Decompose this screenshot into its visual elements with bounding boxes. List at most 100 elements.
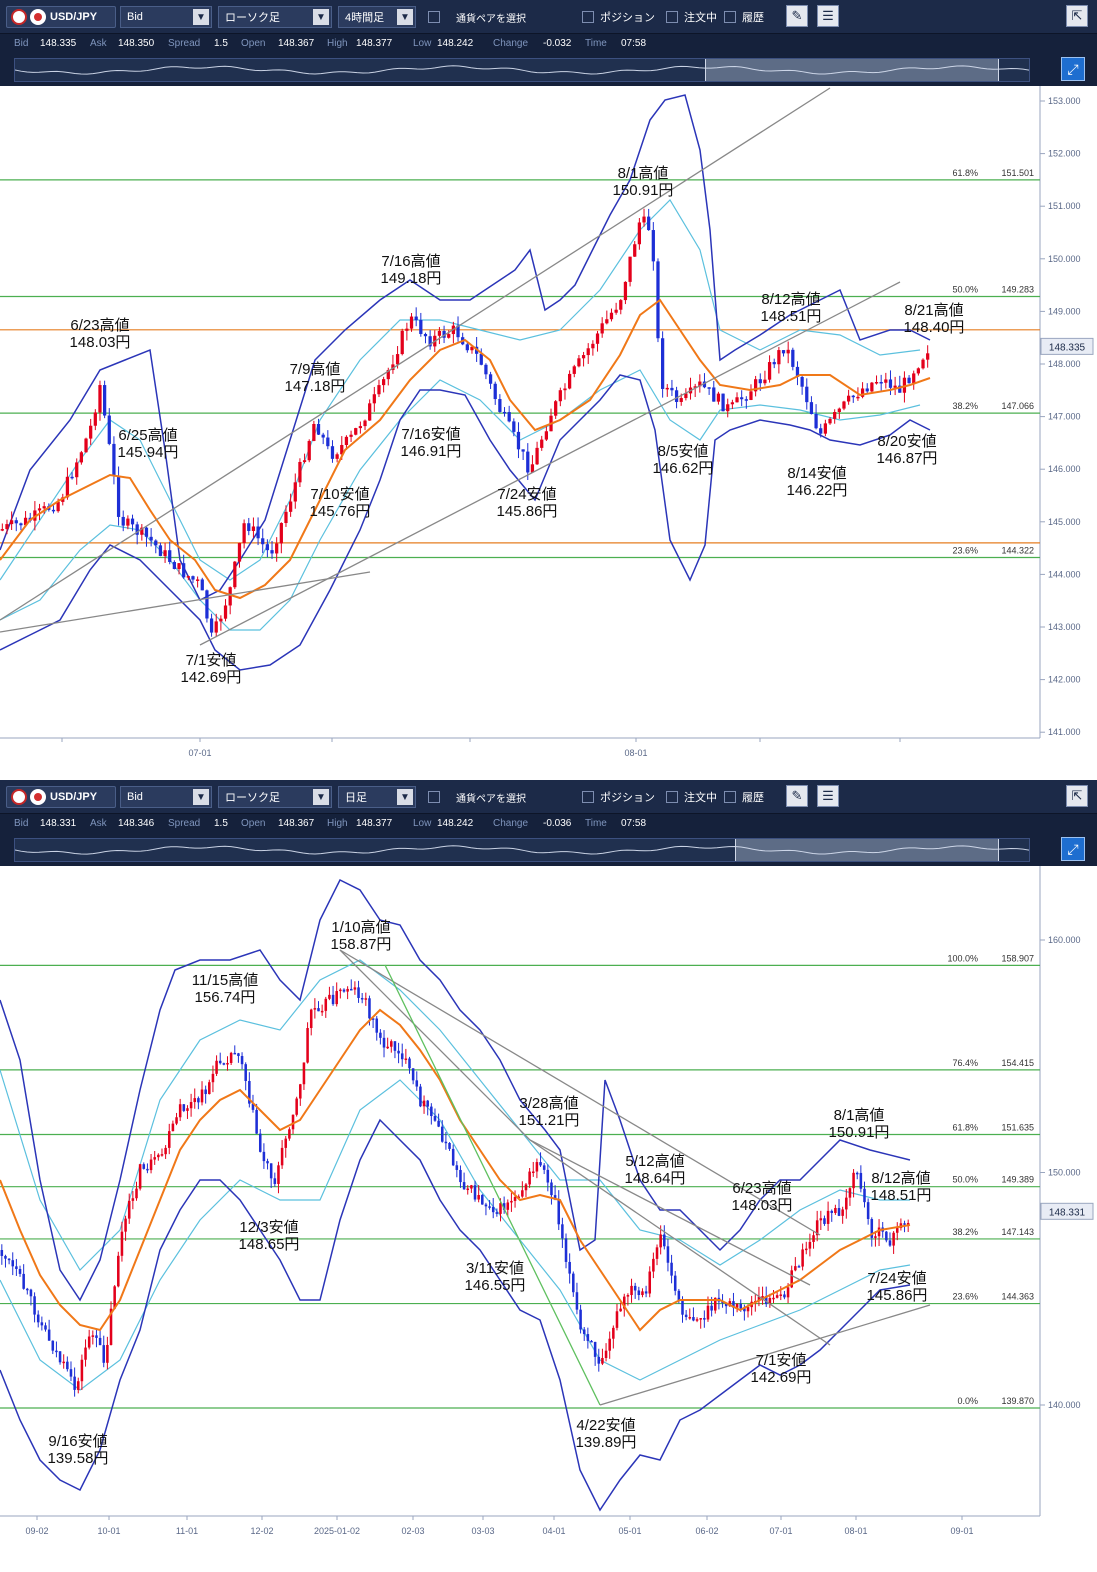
candle-body — [400, 330, 404, 355]
orders-toggle[interactable]: 注文中 — [666, 786, 717, 808]
candle-body — [302, 460, 307, 462]
candle-body — [648, 1271, 652, 1294]
candle-body — [879, 382, 883, 384]
orders-toggle-checkbox[interactable] — [666, 791, 678, 803]
orders-toggle[interactable]: 注文中 — [666, 6, 717, 28]
candle-body — [98, 385, 102, 413]
candle-body — [651, 230, 655, 262]
candle-body — [895, 1228, 899, 1233]
candle-body — [331, 994, 335, 1005]
history-toggle[interactable]: 履歴 — [724, 786, 764, 808]
candle-body — [146, 1168, 149, 1171]
timeframe-select[interactable]: 4時間足 ▼ — [338, 6, 416, 28]
chart-type-select[interactable]: ローソク足 ▼ — [218, 6, 332, 28]
chart-type-select[interactable]: ローソク足 ▼ — [218, 786, 332, 808]
layout-icon[interactable]: ☰ — [817, 785, 839, 807]
price-chart[interactable]: 160.000 150.000 140.000 09-02 10-01 11-01 12-0… — [0, 866, 1097, 1556]
draw-tool-icon[interactable]: ✎ — [786, 5, 808, 27]
candle-body — [40, 1322, 44, 1326]
candle-body — [89, 425, 93, 439]
candle-body — [804, 1248, 808, 1251]
candle-body — [349, 988, 353, 991]
candle-body — [23, 517, 28, 526]
candle-body — [622, 1296, 626, 1309]
candle-body — [447, 334, 451, 338]
price-type-select[interactable]: Bid ▼ — [120, 6, 212, 28]
candle-body — [786, 1287, 790, 1298]
price-annotation-title: 8/12高値 — [761, 291, 820, 308]
timeframe-select[interactable]: 日足 ▼ — [338, 786, 416, 808]
candle-body — [506, 1202, 510, 1210]
price-annotation-value: 150.91円 — [829, 1124, 890, 1141]
candle-body — [437, 330, 442, 336]
expand-icon[interactable]: ⤢ — [1061, 57, 1085, 81]
candle-body — [903, 1223, 906, 1225]
candle-body — [455, 1165, 459, 1170]
candle-body — [113, 1286, 116, 1309]
candle-body — [302, 1062, 306, 1085]
symbol-selector[interactable]: USD/JPY — [6, 6, 116, 28]
spread-label: Spread — [168, 818, 201, 829]
candle-body — [781, 350, 786, 354]
history-toggle[interactable]: 履歴 — [724, 6, 764, 28]
candle-body — [363, 420, 367, 427]
orders-toggle-checkbox[interactable] — [666, 11, 678, 23]
candle-body — [375, 1018, 379, 1033]
position-toggle-checkbox[interactable] — [582, 11, 594, 23]
position-toggle-checkbox[interactable] — [582, 791, 594, 803]
price-annotation-title: 7/1安値 — [186, 652, 237, 669]
candle-body — [498, 399, 502, 412]
candle-body — [866, 1202, 870, 1220]
current-price-label: 148.331 — [1049, 1207, 1086, 1218]
price-annotation-value: 148.03円 — [732, 1197, 793, 1214]
candle-body — [451, 1148, 455, 1166]
y-tick-label: 142.000 — [1048, 675, 1081, 685]
layout-icon[interactable]: ☰ — [817, 5, 839, 27]
candle-body — [261, 538, 265, 545]
collapse-icon[interactable]: ⇱ — [1066, 785, 1088, 807]
history-toggle-checkbox[interactable] — [724, 791, 736, 803]
fib-level-value: 147.066 — [1001, 401, 1034, 411]
trend-line — [199, 281, 901, 646]
candle-body — [488, 1206, 491, 1208]
trend-line — [529, 1139, 811, 1286]
pair-select-toggle[interactable]: 通貨ペアを選択 — [428, 6, 562, 28]
candle-body — [208, 1082, 211, 1095]
position-toggle[interactable]: ポジション — [582, 6, 655, 28]
pair-select-toggle[interactable]: 通貨ペアを選択 — [428, 786, 562, 808]
position-toggle[interactable]: ポジション — [582, 786, 655, 808]
expand-icon[interactable]: ⤢ — [1061, 837, 1085, 861]
pair-select-checkbox[interactable] — [428, 11, 440, 23]
navigator-thumb[interactable] — [734, 839, 999, 861]
price-annotation-value: 139.58円 — [48, 1450, 109, 1467]
navigator-thumb[interactable] — [704, 59, 999, 81]
candle-body — [746, 1307, 750, 1312]
symbol-label: USD/JPY — [50, 11, 98, 23]
candle-body — [87, 1336, 91, 1348]
candle-body — [721, 393, 725, 412]
candle-body — [577, 358, 581, 367]
symbol-selector[interactable]: USD/JPY — [6, 786, 116, 808]
price-annotation-title: 7/1安値 — [756, 1352, 807, 1369]
candle-body — [819, 1218, 823, 1221]
candle-body — [386, 370, 390, 380]
candle-body — [26, 1288, 29, 1291]
draw-tool-icon[interactable]: ✎ — [786, 785, 808, 807]
candle-body — [288, 501, 293, 512]
history-toggle-checkbox[interactable] — [724, 11, 736, 23]
collapse-icon[interactable]: ⇱ — [1066, 5, 1088, 27]
y-tick-label: 153.000 — [1048, 96, 1081, 106]
candle-body — [75, 462, 79, 478]
fib-level-value: 144.363 — [1001, 1292, 1034, 1302]
navigator-track[interactable] — [14, 838, 1030, 862]
price-type-select[interactable]: Bid ▼ — [120, 786, 212, 808]
navigator-track[interactable] — [14, 58, 1030, 82]
price-annotation-title: 8/14安値 — [787, 465, 846, 482]
candle-body — [912, 373, 916, 384]
pair-select-checkbox[interactable] — [428, 791, 440, 803]
candle-body — [530, 464, 535, 473]
candle-body — [757, 1296, 761, 1302]
candle-body — [284, 1138, 288, 1148]
open-label: Open — [241, 38, 266, 49]
price-chart[interactable]: 153.000 152.000 151.000 150.000 149.000 148.0… — [0, 86, 1097, 778]
